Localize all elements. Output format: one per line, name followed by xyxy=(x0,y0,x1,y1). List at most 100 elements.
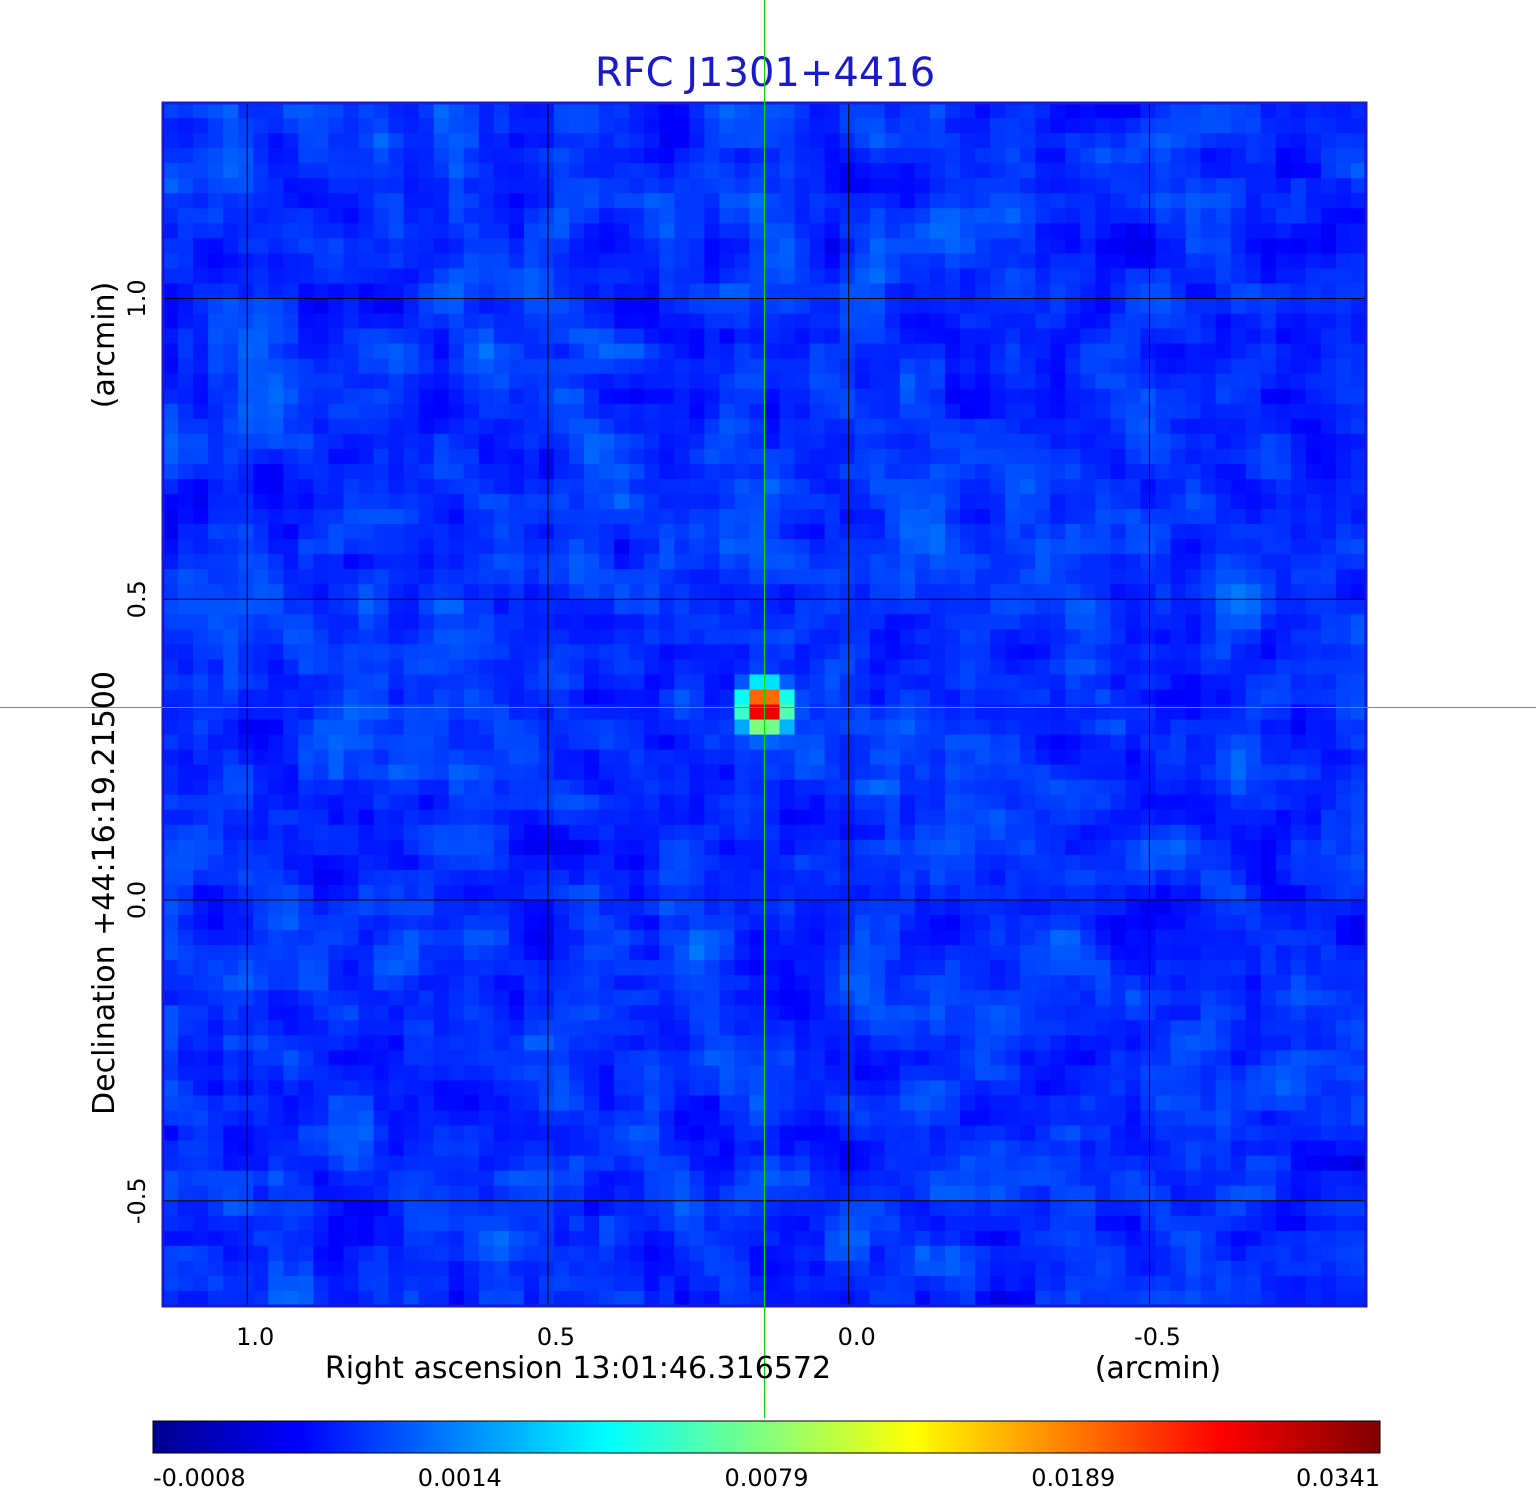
image-pixel xyxy=(854,358,871,375)
image-pixel xyxy=(959,599,976,615)
image-pixel xyxy=(1065,418,1081,435)
image-pixel xyxy=(1350,779,1367,796)
image-pixel xyxy=(975,854,991,871)
image-pixel xyxy=(373,238,390,254)
image-pixel xyxy=(223,524,239,540)
image-pixel xyxy=(1260,659,1277,676)
image-pixel xyxy=(659,659,675,676)
image-pixel xyxy=(839,689,856,706)
image-pixel xyxy=(779,253,796,270)
image-pixel xyxy=(268,268,284,285)
image-pixel xyxy=(448,719,465,736)
image-pixel xyxy=(854,1005,871,1021)
image-pixel xyxy=(283,809,299,826)
image-pixel xyxy=(975,539,991,555)
image-pixel xyxy=(1170,674,1187,691)
image-pixel xyxy=(1155,915,1172,931)
image-pixel xyxy=(313,839,330,856)
image-pixel xyxy=(1260,118,1277,134)
image-pixel xyxy=(493,674,510,691)
image-pixel xyxy=(839,599,856,615)
image-pixel xyxy=(824,1020,841,1036)
image-pixel xyxy=(268,238,284,254)
image-pixel xyxy=(569,794,585,811)
image-pixel xyxy=(569,118,585,134)
image-pixel xyxy=(1035,704,1051,721)
image-pixel xyxy=(734,238,751,254)
image-pixel xyxy=(238,178,254,194)
image-pixel xyxy=(388,133,405,149)
image-pixel xyxy=(1110,674,1126,691)
image-pixel xyxy=(358,313,375,330)
image-pixel xyxy=(463,539,480,555)
image-pixel xyxy=(824,268,841,285)
image-pixel xyxy=(163,779,179,796)
image-pixel xyxy=(959,659,976,676)
image-pixel xyxy=(1215,960,1232,976)
image-pixel xyxy=(1290,614,1307,630)
image-pixel xyxy=(1155,960,1172,976)
image-pixel xyxy=(1110,629,1126,645)
image-pixel xyxy=(644,839,660,856)
image-pixel xyxy=(1005,614,1021,630)
image-pixel xyxy=(1260,148,1277,164)
image-pixel xyxy=(373,103,390,119)
image-pixel xyxy=(569,433,585,450)
image-pixel xyxy=(388,975,405,991)
image-pixel xyxy=(1080,915,1096,931)
image-pixel xyxy=(1215,569,1232,585)
image-pixel xyxy=(1050,809,1066,826)
image-pixel xyxy=(599,433,615,450)
image-pixel xyxy=(418,554,435,570)
image-pixel xyxy=(553,388,570,405)
image-pixel xyxy=(1200,253,1217,270)
image-pixel xyxy=(884,659,901,676)
image-pixel xyxy=(163,208,179,224)
image-pixel xyxy=(644,524,660,540)
image-pixel xyxy=(734,719,751,736)
image-pixel xyxy=(1170,343,1187,360)
image-pixel xyxy=(884,990,901,1006)
image-pixel xyxy=(599,599,615,615)
image-pixel xyxy=(1305,599,1322,615)
image-pixel xyxy=(1230,644,1247,660)
image-pixel xyxy=(614,945,630,961)
image-pixel xyxy=(523,915,540,931)
image-pixel xyxy=(599,569,615,585)
image-pixel xyxy=(1260,1020,1277,1036)
image-pixel xyxy=(223,118,239,134)
image-pixel xyxy=(809,854,826,871)
image-pixel xyxy=(1035,193,1051,209)
image-pixel xyxy=(313,268,330,285)
image-pixel xyxy=(493,930,510,946)
image-pixel xyxy=(644,283,660,300)
image-pixel xyxy=(1170,478,1187,495)
image-pixel xyxy=(794,328,811,345)
image-pixel xyxy=(478,629,495,645)
image-pixel xyxy=(1350,809,1367,826)
image-pixel xyxy=(614,208,630,224)
image-pixel xyxy=(1065,644,1081,660)
image-pixel xyxy=(1080,328,1096,345)
image-pixel xyxy=(163,193,179,209)
image-pixel xyxy=(719,358,736,375)
image-pixel xyxy=(854,223,871,239)
image-pixel xyxy=(268,133,284,149)
image-pixel xyxy=(975,148,991,164)
image-pixel xyxy=(959,794,976,811)
image-pixel xyxy=(1185,313,1202,330)
image-pixel xyxy=(1260,283,1277,300)
image-pixel xyxy=(343,343,360,360)
image-pixel xyxy=(523,539,540,555)
image-pixel xyxy=(373,960,390,976)
image-pixel xyxy=(238,990,254,1006)
image-pixel xyxy=(990,614,1006,630)
image-pixel xyxy=(614,148,630,164)
image-pixel xyxy=(764,509,781,525)
image-pixel xyxy=(839,298,856,315)
image-pixel xyxy=(283,283,299,300)
image-pixel xyxy=(523,584,540,600)
image-pixel xyxy=(523,960,540,976)
image-pixel xyxy=(238,193,254,209)
image-pixel xyxy=(719,644,736,660)
